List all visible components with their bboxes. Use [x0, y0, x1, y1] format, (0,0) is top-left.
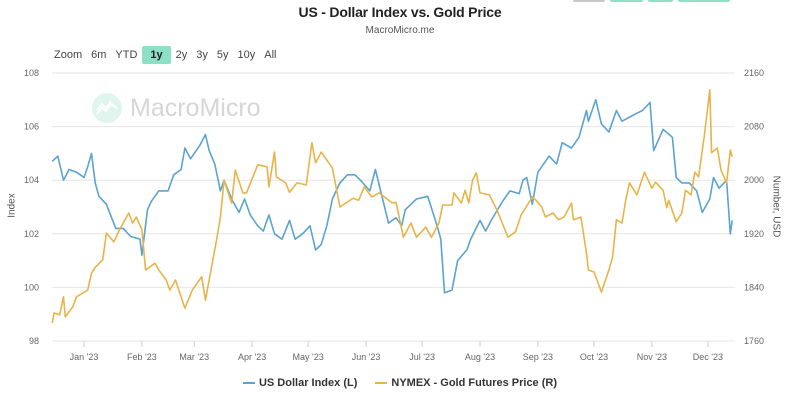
x-tick-label: Jan '23	[70, 352, 99, 362]
x-tick-label: Feb '23	[127, 352, 157, 362]
x-tick-label: Nov '23	[637, 352, 667, 362]
y-left-tick-label: 102	[24, 229, 39, 239]
y-left-tick-label: 106	[24, 122, 39, 132]
y-right-tick-label: 2080	[744, 122, 764, 132]
range-3y-button[interactable]: 3y	[196, 49, 208, 61]
toolbar-button[interactable]	[610, 0, 643, 2]
range-6m-button[interactable]: 6m	[91, 49, 107, 61]
chart-logo-icon	[92, 93, 122, 123]
y-left-tick-label: 108	[24, 68, 39, 78]
y-left-tick-label: 104	[24, 175, 39, 185]
watermark-text: MacroMicro	[130, 93, 261, 122]
y-right-axis-title: Number, USD	[770, 175, 782, 238]
legend-item-gold[interactable]: NYMEX - Gold Futures Price (R)	[375, 377, 557, 389]
legend-label: NYMEX - Gold Futures Price (R)	[391, 377, 558, 389]
range-selector: Zoom 6m YTD 1y 2y 3y 5y 10y All	[50, 46, 282, 64]
range-5y-button[interactable]: 5y	[216, 49, 229, 61]
range-all-button[interactable]: All	[264, 49, 277, 61]
x-tick-label: Mar '23	[179, 352, 209, 362]
range-1y-button[interactable]: 1y	[142, 46, 171, 64]
x-tick-label: Jul '23	[409, 352, 435, 362]
x-tick-label: Jun '23	[352, 352, 381, 362]
legend-swatch	[375, 382, 388, 384]
y-right-tick-label: 2000	[744, 175, 764, 185]
y-left-axis-title: Index	[6, 193, 18, 218]
x-tick-label: Apr '23	[238, 352, 266, 362]
y-left-tick-label: 98	[29, 336, 39, 346]
x-tick-label: Dec '23	[693, 352, 723, 362]
legend-swatch	[242, 382, 255, 384]
x-tick-label: Sep '23	[523, 352, 553, 362]
toolbar-button[interactable]	[648, 0, 673, 2]
range-ytd-button[interactable]: YTD	[115, 49, 138, 61]
range-label: Zoom	[54, 49, 83, 61]
y-left-tick-label: 100	[24, 282, 39, 292]
legend-item-dxy[interactable]: US Dollar Index (L)	[242, 377, 358, 389]
x-tick-label: May '23	[293, 352, 324, 362]
y-right-tick-label: 1760	[744, 336, 764, 346]
y-right-tick-label: 2160	[744, 68, 764, 78]
y-right-tick-label: 1840	[744, 282, 764, 292]
dxy-series-line[interactable]	[51, 99, 733, 294]
x-tick-label: Aug '23	[465, 352, 495, 362]
range-2y-button[interactable]: 2y	[175, 49, 188, 61]
watermark-logo: MacroMicro	[92, 93, 261, 123]
legend-label: US Dollar Index (L)	[258, 377, 358, 389]
toolbar-button[interactable]	[678, 0, 730, 2]
gold-series-line[interactable]	[51, 89, 733, 324]
range-10y-button[interactable]: 10y	[237, 49, 256, 61]
legend: US Dollar Index (L) NYMEX - Gold Futures…	[0, 377, 800, 389]
x-tick-label: Oct '23	[580, 352, 608, 362]
chart-subtitle: MacroMicro.me	[365, 25, 435, 36]
toolbar-button[interactable]	[573, 0, 605, 2]
y-right-tick-label: 1920	[744, 229, 764, 239]
chart-title: US - Dollar Index vs. Gold Price	[298, 4, 502, 20]
